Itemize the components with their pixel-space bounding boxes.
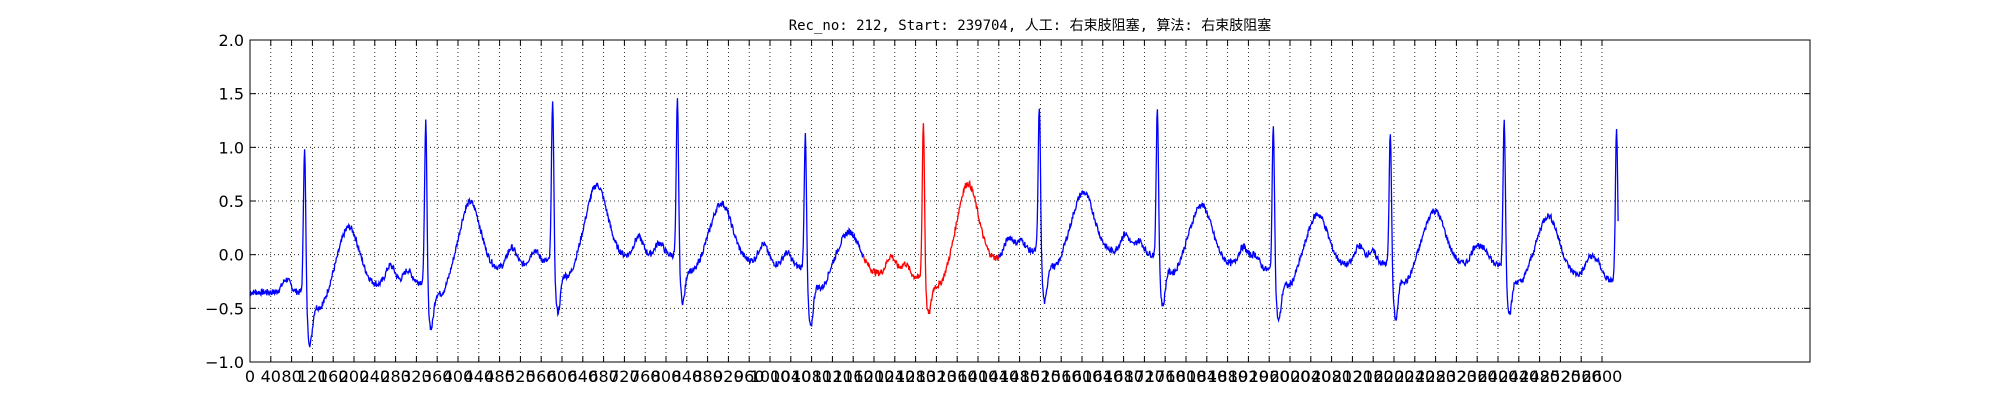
y-tick-label: 0.0 [219, 246, 244, 265]
x-tick-label: 560 [526, 367, 557, 386]
y-tick-label: −0.5 [205, 299, 244, 318]
y-tick-label: 1.0 [219, 138, 244, 157]
x-tick-label: 160 [318, 367, 349, 386]
x-tick-label: 1480 [999, 367, 1040, 386]
x-tick-label: 2000 [1270, 367, 1311, 386]
y-tick-label: −1.0 [205, 353, 244, 372]
x-tick-label: 760 [630, 367, 661, 386]
x-tick-label: 1360 [937, 367, 978, 386]
x-tick-label: 720 [609, 367, 640, 386]
x-tick-label: 1680 [1103, 367, 1144, 386]
x-tick-label: 2200 [1374, 367, 1415, 386]
y-tick-label: 1.5 [219, 85, 244, 104]
x-tick-label: 40 [261, 367, 281, 386]
x-tick-label: 1960 [1249, 367, 1290, 386]
x-tick-label: 320 [401, 367, 432, 386]
x-tick-label: 1760 [1145, 367, 1186, 386]
x-tick-label: 1200 [854, 367, 895, 386]
x-tick-label: 1280 [895, 367, 936, 386]
x-tick-label: 1320 [916, 367, 957, 386]
x-tick-label: 2120 [1332, 367, 1373, 386]
x-tick-label: 1440 [978, 367, 1019, 386]
x-tick-label: 1920 [1228, 367, 1269, 386]
x-tick-label: 2040 [1290, 367, 1331, 386]
x-tick-label: 480 [484, 367, 515, 386]
x-tick-label: 240 [360, 367, 391, 386]
x-tick-label: 920 [713, 367, 744, 386]
x-tick-label: 2480 [1519, 367, 1560, 386]
x-tick-label: 1120 [812, 367, 853, 386]
x-tick-label: 0 [245, 367, 255, 386]
x-tick-label: 1640 [1082, 367, 1123, 386]
x-tick-label: 2280 [1415, 367, 1456, 386]
x-tick-label: 2440 [1498, 367, 1539, 386]
x-tick-label: 800 [651, 367, 682, 386]
x-tick-label: 1080 [791, 367, 832, 386]
y-tick-label: 2.0 [219, 31, 244, 50]
x-tick-label: 2520 [1540, 367, 1581, 386]
ecg-trace-highlight [862, 123, 1000, 315]
x-tick-label: 1840 [1186, 367, 1227, 386]
plot-area [249, 98, 1619, 348]
chart-title: Rec_no: 212, Start: 239704, 人工: 右束肢阻塞, 算… [789, 17, 1272, 34]
x-tick-label: 280 [380, 367, 411, 386]
x-tick-label: 520 [505, 367, 536, 386]
x-tick-label: 2360 [1457, 367, 1498, 386]
x-tick-label: 2400 [1478, 367, 1519, 386]
x-tick-label: 1560 [1041, 367, 1082, 386]
x-tick-label: 2160 [1353, 367, 1394, 386]
x-tick-label: 1400 [958, 367, 999, 386]
ecg-trace-normal [998, 108, 1619, 323]
x-tick-label: 80 [281, 367, 301, 386]
x-tick-label: 360 [422, 367, 453, 386]
x-tick-label: 640 [568, 367, 599, 386]
x-tick-label: 2560 [1561, 367, 1602, 386]
x-tick-label: 200 [339, 367, 370, 386]
x-tick-label: 1720 [1124, 367, 1165, 386]
x-tick-label: 120 [297, 367, 328, 386]
x-tick-label: 1160 [833, 367, 874, 386]
x-axis: 0 40 8012016020024028032036040044048052056… [245, 40, 1622, 386]
x-tick-label: 440 [464, 367, 495, 386]
x-tick-label: 840 [672, 367, 703, 386]
x-tick-label: 680 [588, 367, 619, 386]
ecg-trace-normal [249, 98, 865, 348]
x-tick-label: 2240 [1394, 367, 1435, 386]
x-tick-label: 960 [734, 367, 765, 386]
x-tick-label: 2600 [1582, 367, 1623, 386]
x-tick-label: 2320 [1436, 367, 1477, 386]
plot-frame [249, 39, 1811, 363]
y-tick-label: 0.5 [219, 192, 244, 211]
y-axis: 2.0 1.5 1.0 0.5 0.0 −0.5 −1.0 [205, 31, 1810, 372]
x-tick-label: 1000 [750, 367, 791, 386]
grid [250, 40, 1810, 362]
x-tick-label: 400 [443, 367, 474, 386]
x-tick-label: 1520 [1020, 367, 1061, 386]
x-tick-label: 1600 [1062, 367, 1103, 386]
x-tick-label: 1880 [1207, 367, 1248, 386]
x-tick-label: 2080 [1311, 367, 1352, 386]
x-tick-label: 600 [547, 367, 578, 386]
x-tick-label: 1040 [770, 367, 811, 386]
x-tick-label: 1240 [874, 367, 915, 386]
x-tick-label: 1800 [1166, 367, 1207, 386]
x-tick-label: 880 [692, 367, 723, 386]
